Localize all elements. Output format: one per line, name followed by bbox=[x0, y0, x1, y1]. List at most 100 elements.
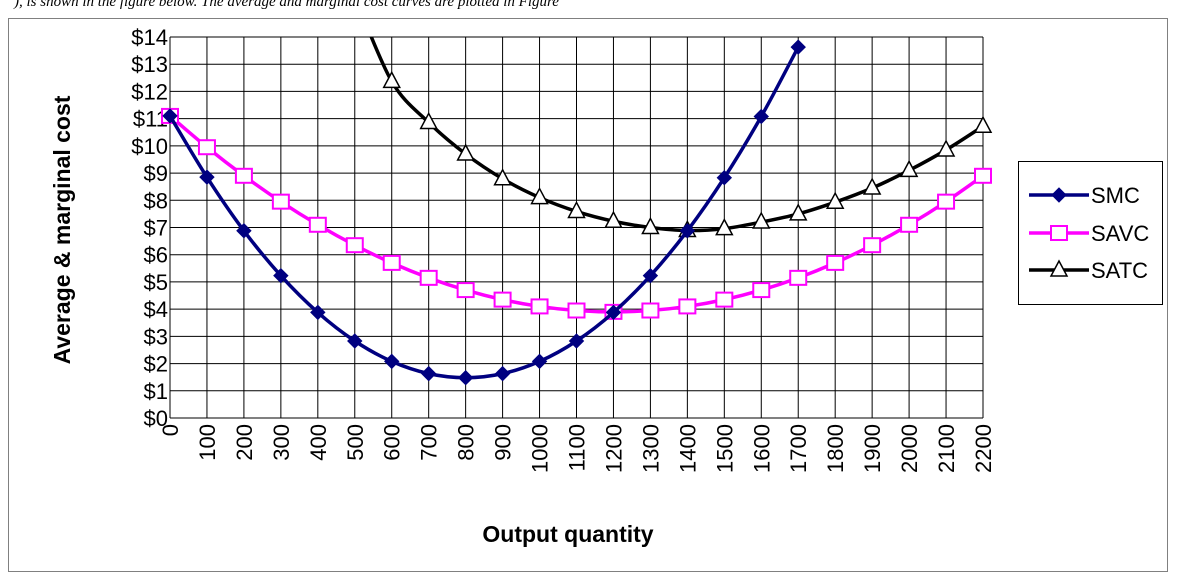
smc-line bbox=[170, 46, 800, 380]
smc-point bbox=[531, 353, 548, 370]
x-tick-label: 1000 bbox=[528, 424, 553, 473]
y-tick-labels: $0$1$2$3$4$5$6$7$8$9$10$11$12$13$14 bbox=[131, 25, 168, 431]
smc-point bbox=[790, 39, 806, 55]
smc-point bbox=[347, 333, 363, 349]
y-tick-label: $9 bbox=[144, 161, 168, 186]
y-tick-label: $3 bbox=[144, 324, 168, 349]
x-tick-label: 0 bbox=[158, 424, 183, 436]
x-tick-label: 1700 bbox=[786, 424, 811, 473]
savc-point bbox=[641, 302, 660, 319]
savc-point bbox=[456, 282, 475, 299]
x-tick-label: 2100 bbox=[934, 424, 959, 473]
caption-fragment: ), is shown in the figure below. The ave… bbox=[14, 0, 559, 10]
x-tick-label: 2000 bbox=[897, 424, 922, 473]
smc-point bbox=[273, 267, 289, 284]
satc-point bbox=[715, 217, 734, 236]
smc-point bbox=[162, 108, 178, 124]
x-tick-label: 500 bbox=[343, 424, 368, 461]
satc-point bbox=[788, 203, 808, 221]
smc-point bbox=[605, 304, 622, 321]
plot-grid bbox=[169, 36, 984, 419]
savc-point bbox=[678, 298, 697, 315]
x-tick-label: 900 bbox=[491, 424, 516, 461]
savc-point bbox=[937, 193, 956, 210]
y-tick-label: $0 bbox=[144, 406, 168, 431]
x-axis-label: Output quantity bbox=[482, 521, 653, 547]
smc-point bbox=[310, 304, 326, 321]
savc-point bbox=[234, 167, 253, 184]
y-tick-label: $7 bbox=[144, 216, 168, 241]
satc-point bbox=[641, 216, 660, 235]
savc-point bbox=[715, 291, 734, 308]
legend: SMC SAVC SATC bbox=[1018, 161, 1163, 305]
savc-point bbox=[789, 269, 808, 286]
satc-point bbox=[973, 115, 993, 134]
chart-frame bbox=[8, 18, 1168, 572]
x-tick-label: 1800 bbox=[823, 424, 848, 473]
y-tick-label: $8 bbox=[144, 188, 168, 213]
satc-point bbox=[567, 200, 586, 219]
x-tick-label: 1200 bbox=[601, 424, 626, 473]
smc-point bbox=[642, 267, 659, 284]
legend-item-smc: SMC bbox=[1029, 183, 1140, 208]
y-tick-label: $5 bbox=[144, 270, 168, 295]
legend-item-savc: SAVC bbox=[1029, 221, 1149, 246]
x-tick-label: 1900 bbox=[860, 424, 885, 473]
y-tick-label: $4 bbox=[144, 297, 168, 322]
savc-point bbox=[567, 302, 586, 319]
legend-marker-satc bbox=[1049, 259, 1069, 277]
x-tick-label: 800 bbox=[454, 424, 479, 461]
y-tick-label: $6 bbox=[144, 243, 168, 268]
x-tick-label: 1500 bbox=[712, 424, 737, 473]
x-tick-label: 1600 bbox=[749, 424, 774, 473]
x-tick-label: 1100 bbox=[565, 424, 590, 471]
savc-point bbox=[493, 291, 512, 308]
smc-point bbox=[236, 223, 252, 239]
x-tick-labels: 0 100 200 300 400 500 600 700 800 900 1000 1100 1200… bbox=[158, 424, 996, 473]
satc-point bbox=[530, 186, 549, 205]
x-tick-label: 700 bbox=[417, 424, 442, 461]
satc-point bbox=[419, 111, 438, 130]
savc-point bbox=[863, 237, 882, 254]
savc-point bbox=[900, 216, 919, 233]
y-tick-label: $13 bbox=[131, 52, 168, 77]
smc-point bbox=[568, 333, 585, 349]
x-tick-label: 200 bbox=[232, 424, 257, 461]
satc-point bbox=[899, 159, 919, 178]
satc-point bbox=[604, 210, 623, 228]
series-group bbox=[161, 37, 993, 386]
savc-point bbox=[308, 216, 327, 233]
y-tick-label: $2 bbox=[144, 352, 168, 377]
smc-point bbox=[199, 169, 215, 185]
legend-marker-smc bbox=[1051, 187, 1067, 203]
savc-point bbox=[382, 254, 401, 271]
y-axis-label: Average & marginal cost bbox=[49, 95, 75, 364]
smc-point bbox=[716, 169, 733, 186]
x-tick-label: 2200 bbox=[971, 424, 996, 473]
savc-point bbox=[197, 139, 216, 156]
savc-point bbox=[419, 269, 438, 286]
y-tick-label: $14 bbox=[131, 25, 168, 50]
satc-line bbox=[369, 37, 983, 233]
smc-point bbox=[384, 353, 400, 370]
smc-point bbox=[457, 370, 474, 386]
series-smc bbox=[162, 39, 806, 386]
legend-label: SATC bbox=[1091, 258, 1148, 283]
savc-point bbox=[752, 282, 771, 299]
x-tick-label: 400 bbox=[306, 424, 331, 461]
smc-point bbox=[753, 108, 769, 125]
x-tick-label: 600 bbox=[380, 424, 405, 461]
series-satc bbox=[369, 37, 993, 238]
smc-point bbox=[679, 223, 696, 239]
y-tick-label: $12 bbox=[131, 79, 168, 104]
satc-point bbox=[752, 211, 771, 229]
satc-point bbox=[936, 139, 956, 157]
satc-point bbox=[493, 168, 512, 186]
x-tick-label: 100 bbox=[195, 424, 220, 461]
satc-point bbox=[825, 191, 845, 209]
y-tick-label: $10 bbox=[131, 134, 168, 159]
y-tick-label: $1 bbox=[144, 379, 168, 404]
smc-point bbox=[420, 365, 437, 382]
legend-label: SMC bbox=[1091, 183, 1140, 208]
